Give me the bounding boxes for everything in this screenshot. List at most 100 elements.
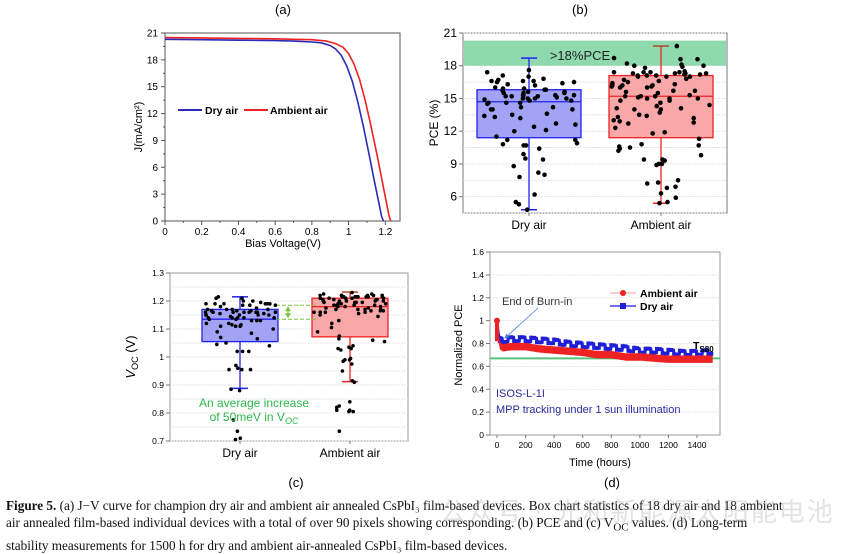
data-point xyxy=(526,74,531,79)
data-point xyxy=(378,307,383,312)
data-point xyxy=(344,299,349,303)
data-point xyxy=(641,157,647,162)
data-point xyxy=(203,310,208,315)
stability-curve-ambient-air xyxy=(497,316,713,363)
data-point xyxy=(382,339,387,344)
dry-air-marker xyxy=(649,350,654,355)
dry-air-marker xyxy=(523,339,528,344)
y-tick-label: 0.8 xyxy=(152,408,164,418)
data-point xyxy=(525,89,531,95)
data-point xyxy=(687,92,692,98)
dry-air-marker xyxy=(623,344,628,349)
dry-air-marker xyxy=(566,339,571,344)
dry-air-marker xyxy=(503,339,508,344)
x-tick-label: 1400 xyxy=(688,440,707,450)
data-point xyxy=(635,95,641,100)
data-point xyxy=(525,96,530,101)
data-point xyxy=(330,321,334,326)
data-point xyxy=(667,98,672,103)
data-point xyxy=(626,121,631,126)
y-tick-label: 1.2 xyxy=(472,293,484,303)
data-point xyxy=(235,316,240,320)
data-point xyxy=(371,293,376,298)
data-point xyxy=(233,437,238,442)
data-point xyxy=(664,185,670,191)
data-point xyxy=(337,429,342,434)
data-point xyxy=(351,409,356,414)
data-point xyxy=(344,296,348,301)
y-tick-label: 0 xyxy=(479,430,484,440)
dry-air-marker xyxy=(643,346,648,351)
data-point xyxy=(227,321,231,326)
data-point xyxy=(263,302,268,306)
data-point xyxy=(271,327,276,331)
data-point xyxy=(336,304,340,309)
dry-air-marker xyxy=(663,351,668,356)
data-point xyxy=(571,92,577,98)
dry-air-marker xyxy=(617,347,622,352)
dry-air-marker xyxy=(540,336,545,341)
data-point xyxy=(520,92,526,98)
data-point xyxy=(230,316,234,320)
dry-air-marker xyxy=(512,339,517,344)
data-point xyxy=(505,82,511,87)
y-tick-label: 21 xyxy=(147,29,159,40)
data-point xyxy=(644,181,650,186)
data-point xyxy=(321,292,326,296)
data-point xyxy=(256,313,260,317)
data-point xyxy=(511,163,516,169)
data-point xyxy=(698,152,704,158)
data-point xyxy=(315,330,320,334)
x-tick-label: 0.2 xyxy=(195,227,209,238)
data-point xyxy=(336,346,340,351)
panel-d-stability: 0 0.2 0.4 0.6 0.8 1 1.2 1.4 1.6 0 200 400 600 800 1000… xyxy=(453,247,721,469)
data-point xyxy=(322,300,326,305)
category-label-ambient-air: Ambient air xyxy=(631,218,692,232)
dry-air-marker xyxy=(535,340,539,345)
data-point xyxy=(532,192,537,197)
data-point xyxy=(249,318,254,323)
data-point xyxy=(356,311,361,316)
data-point xyxy=(684,76,689,82)
data-point xyxy=(673,195,679,200)
data-point xyxy=(655,180,661,185)
data-point xyxy=(332,297,336,302)
dry-air-marker xyxy=(500,340,505,345)
panel-b-pce-box: >18%PCE 6 9 12 15 18 21 Dry air Ambient air PCE… xyxy=(427,26,728,232)
data-point xyxy=(339,302,344,306)
data-point xyxy=(615,114,621,120)
data-point xyxy=(644,73,650,78)
panel-d-burnin-label: End of Burn-in xyxy=(502,296,572,308)
figure-caption: Figure 5. (a) J−V curve for champion dry… xyxy=(6,497,861,554)
data-point xyxy=(255,337,260,341)
data-point xyxy=(273,303,278,308)
y-tick-label: 9 xyxy=(152,136,158,147)
dry-air-marker xyxy=(620,344,625,349)
data-point xyxy=(544,111,550,116)
y-tick-label: 1.3 xyxy=(152,268,164,278)
jv-curve-ambient-air xyxy=(165,36,392,221)
data-point xyxy=(696,136,702,142)
data-point xyxy=(213,302,217,306)
data-point xyxy=(664,74,669,79)
data-point xyxy=(222,302,226,306)
data-point xyxy=(337,299,342,303)
dry-air-marker xyxy=(589,341,594,346)
data-point xyxy=(636,112,642,118)
data-point xyxy=(237,313,242,317)
data-point xyxy=(204,321,209,326)
data-point xyxy=(540,157,546,162)
data-point xyxy=(611,55,617,61)
data-point xyxy=(341,359,346,364)
dry-air-marker xyxy=(575,340,579,345)
data-point xyxy=(520,78,526,84)
data-point xyxy=(350,290,354,295)
data-point xyxy=(531,124,537,130)
data-point xyxy=(691,120,696,125)
data-point xyxy=(236,366,240,371)
dry-air-marker xyxy=(703,348,708,353)
data-point xyxy=(509,94,514,99)
dry-air-marker xyxy=(592,345,597,350)
data-point xyxy=(482,113,487,119)
data-point xyxy=(234,363,238,368)
